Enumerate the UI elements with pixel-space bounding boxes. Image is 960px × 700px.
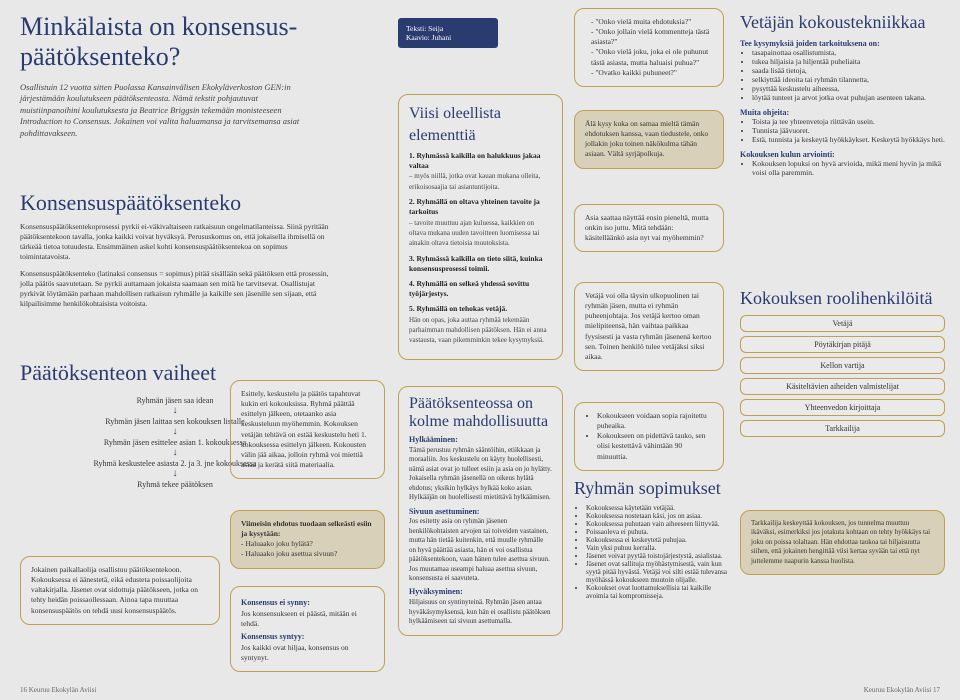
kolme-heading: Päätöksenteossa on kolme mahdollisuutta: [409, 395, 552, 430]
tekniikka-p1: Tee kysymyksiä joiden tarkoituksena on:: [740, 39, 945, 48]
tekniikka-item: tukea hiljaisia ja hiljentää puheliaita: [752, 57, 945, 66]
viimeisin-box: Viimeisin ehdotus tuodaan selkeästi esii…: [230, 510, 385, 569]
viisi-item-s: Hän on opas, joka auttaa ryhmää tekemään…: [409, 316, 547, 345]
credits-box: Teksti: Seija Kaavio: Juhani: [398, 18, 498, 48]
vetaja-tasin-box: Vetäjä voi olla täysin ulkopuolinen tai …: [574, 282, 724, 371]
question-item: "Ovatko kaikki puhuneet?": [591, 68, 713, 78]
tekniikka-item: tasapainottaa osallistumista,: [752, 48, 945, 57]
role-item: Käsiteltävien aiheiden valmistelijat: [740, 378, 945, 395]
role-item: Kellon vartija: [740, 357, 945, 374]
role-item: Yhteenvedon kirjoittaja: [740, 399, 945, 416]
esittely-box: Esittely, keskustelu ja päätös tapahtuva…: [230, 380, 385, 479]
sopimukset-heading: Ryhmän sopimukset: [574, 478, 729, 499]
tekniikka-item: saada lisää tietoja,: [752, 66, 945, 75]
viisi-item-s: – tavoite muuttuu ajan kuluessa, kaikkie…: [409, 219, 539, 248]
sopimukset-section: Ryhmän sopimukset Kokouksessa käytetään …: [574, 478, 729, 600]
note-paikallaolijat: Jokainen paikallaolija osallistuu päätök…: [20, 556, 220, 625]
question-item: "Onko vielä muita ehdotuksia?": [591, 17, 713, 27]
konsensus-p2: Konsensuspäätöksenteko (latinaksi consen…: [20, 269, 330, 310]
role-item: Tarkkailija: [740, 420, 945, 437]
esittely-text: Esittely, keskustelu ja päätös tapahtuva…: [241, 389, 374, 470]
tekniikka-item: Kokouksen lopuksi on hyvä arvioida, mikä…: [752, 159, 945, 177]
asia-box: Asia saattaa näyttää ensin pieneltä, mut…: [574, 204, 724, 252]
viisi-item-b: 5. Ryhmällä on tehokas vetäjä.: [409, 304, 507, 313]
viisi-item-b: 1. Ryhmässä kaikilla on halukkuus jakaa …: [409, 151, 540, 170]
page-title: Minkälaista on konsensus-päätöksenteko?: [20, 12, 300, 72]
tekniikka-item: selkiyttää ideoita tai ryhmän tilannetta…: [752, 75, 945, 84]
ei-synny-p2: Jos kaikki ovat hiljaa, konsensus on syn…: [241, 643, 374, 663]
tekniikka-item: Tunnista jäävuoret.: [752, 126, 945, 135]
konsensus-p1: Konsensuspäätöksentekoprosessi pyrkii ei…: [20, 222, 330, 263]
question-item: "Onko vielä joku, joka ei ole puhunut tä…: [591, 47, 713, 67]
viimeisin-q1: - Haluaako joku hylätä?: [241, 539, 374, 549]
sopimus-item: Kokouksessa nostetaan käsi, jos on asiaa…: [586, 512, 729, 520]
rooli-heading: Kokouksen roolihenkilöitä: [740, 288, 945, 309]
konsensus-section: Konsensuspäätöksenteko Konsensuspäätökse…: [20, 190, 330, 309]
ei-synny-box: Konsensus ei synny: Jos konsensukseen ei…: [230, 586, 385, 672]
tarkkailija-text: Tarkkailija keskeyttää kokouksen, jos tu…: [751, 519, 934, 566]
ei-synny-p1: Jos konsensukseen ei päästä, mitään ei t…: [241, 609, 374, 629]
sopimus-item: Kokoukset ovat luottamuksellisia tai kai…: [586, 584, 729, 600]
vetaja-tasin-text: Vetäjä voi olla täysin ulkopuolinen tai …: [585, 291, 713, 362]
tarkkailija-box: Tarkkailija keskeyttää kokouksen, jos tu…: [740, 510, 945, 575]
viisi-item-b: 4. Ryhmällä on selkeä yhdessä sovittu ty…: [409, 279, 529, 298]
kolme-siv-p: Jos esitetty asia on ryhmän jäsenen henk…: [409, 517, 552, 583]
viimeisin-q2: - Haluaako joku asettua sivuun?: [241, 549, 374, 559]
kokoukseen-item: Kokoukseen on pidettävä tauko, sen olisi…: [597, 431, 713, 461]
sopimus-item: Jäsenet ovat sallituja myöhästymisestä, …: [586, 560, 729, 584]
tekniikka-item: pysyttää keskustelu aiheessa,: [752, 84, 945, 93]
tekniikka-p2: Muita ohjeita:: [740, 108, 945, 117]
note-text: Jokainen paikallaolija osallistuu päätök…: [31, 565, 209, 616]
sopimus-item: Kokouksessa ei keskeytetä puhujaa.: [586, 536, 729, 544]
tekniikka-item: löytää tunteet ja arvot jotka ovat puhuj…: [752, 93, 945, 102]
kolme-hyl-p: Tämä perustuu ryhmän sääntöihin, etiikka…: [409, 446, 552, 503]
sopimus-item: Jäsenet voivat pyytää toistojärjestystä,…: [586, 552, 729, 560]
question-item: "Onko jollain vielä kommentteja tästä as…: [591, 27, 713, 47]
rooli-section: Kokouksen roolihenkilöitä Vetäjä Pöytäki…: [740, 288, 945, 441]
kokoukseen-box: Kokoukseen voidaan sopia rajoitettu puhe…: [574, 402, 724, 471]
kolme-hyv-h: Hyväksyminen:: [409, 587, 552, 598]
kolme-siv-h: Sivuun asettuminen:: [409, 507, 552, 518]
viisi-box: Viisi oleellista elementtiä 1. Ryhmässä …: [398, 94, 563, 360]
sopimus-item: Vain yksi puhuu kerralla.: [586, 544, 729, 552]
footer-left: 16 Keuruu Ekokylän Aviisi: [20, 686, 96, 694]
tekniikka-section: Vetäjän kokoustekniikkaa Tee kysymyksiä …: [740, 12, 945, 177]
tekniikka-p3: Kokouksen kulun arviointi:: [740, 150, 945, 159]
ei-synny-h1: Konsensus ei synny:: [241, 598, 374, 609]
questions-box: "Onko vielä muita ehdotuksia?" "Onko jol…: [574, 8, 724, 87]
tekniikka-item: Toista ja tee yhteenvetoja riittävän use…: [752, 117, 945, 126]
tekniikka-heading: Vetäjän kokoustekniikkaa: [740, 12, 945, 33]
viisi-heading: Viisi oleellista elementtiä: [409, 103, 552, 146]
ei-synny-h2: Konsensus syntyy:: [241, 632, 374, 643]
flow-step: Ryhmä tekee päätöksen: [20, 478, 330, 491]
intro-paragraph: Osallistuin 12 vuotta sitten Puolassa Ka…: [20, 82, 320, 139]
kokoukseen-item: Kokoukseen voidaan sopia rajoitettu puhe…: [597, 411, 713, 431]
sopimus-item: Kokouksessa puhutaan vain aiheeseen liit…: [586, 520, 729, 528]
credits-kaavio: Kaavio: Juhani: [406, 33, 490, 42]
kolme-hyv-p: Hiljaisuus on syntinyteinä. Ryhmän jäsen…: [409, 598, 552, 626]
title-text: Minkälaista on konsensus-päätöksenteko?: [20, 12, 300, 72]
sopimus-item: Kokouksessa käytetään vetäjää.: [586, 504, 729, 512]
role-item: Vetäjä: [740, 315, 945, 332]
ala-kysy-text: Älä kysy kuka on samaa mieltä tämän ehdo…: [585, 119, 713, 160]
kolme-hyl-h: Hylkääminen:: [409, 435, 552, 446]
credits-text: Teksti: Seija: [406, 24, 490, 33]
footer-right: Keuruu Ekokylän Aviisi 17: [864, 686, 940, 694]
asia-text: Asia saattaa näyttää ensin pieneltä, mut…: [585, 213, 713, 243]
viimeisin-title: Viimeisin ehdotus tuodaan selkeästi esii…: [241, 519, 372, 538]
ala-kysy-box: Älä kysy kuka on samaa mieltä tämän ehdo…: [574, 110, 724, 169]
konsensus-heading: Konsensuspäätöksenteko: [20, 190, 330, 216]
tekniikka-item: Estä, tunnista ja keskeytä hyökkäykset. …: [752, 135, 945, 144]
viisi-item-b: 3. Ryhmässä kaikilla on tieto siitä, kui…: [409, 254, 543, 273]
kolme-box: Päätöksenteossa on kolme mahdollisuutta …: [398, 386, 563, 636]
viisi-item-b: 2. Ryhmällä on oltava yhteinen tavoite j…: [409, 197, 540, 216]
sopimus-item: Poissaoleva ei puhuta.: [586, 528, 729, 536]
viisi-item-s: – myös niillä, jotka ovat kauan mukana o…: [409, 172, 540, 190]
role-item: Pöytäkirjan pitäjä: [740, 336, 945, 353]
